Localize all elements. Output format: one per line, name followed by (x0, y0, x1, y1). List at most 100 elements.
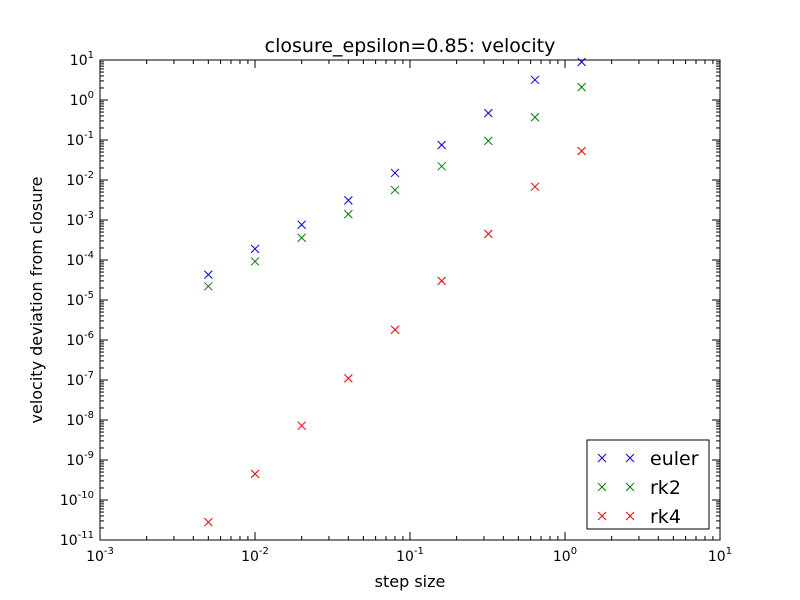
y-tick-label: 10-4 (66, 250, 94, 269)
data-point (530, 182, 540, 192)
data-point (577, 82, 586, 92)
marker-stroke (530, 112, 540, 122)
data-point (483, 108, 493, 118)
marker-stroke (343, 209, 353, 219)
series-euler (203, 57, 586, 280)
data-point (483, 136, 493, 146)
y-tick-label: 101 (70, 50, 94, 69)
data-point (483, 229, 493, 239)
legend-label: rk4 (650, 506, 681, 528)
data-point (203, 517, 213, 527)
marker-stroke (577, 146, 586, 156)
marker-stroke (390, 185, 400, 195)
x-tick-label: 10-3 (86, 546, 114, 565)
series-rk2 (203, 82, 586, 291)
legend-entry-euler: euler (597, 448, 699, 470)
marker-stroke (483, 229, 493, 239)
legend-marker (597, 482, 607, 492)
marker-stroke (203, 270, 213, 280)
marker-stroke (250, 257, 260, 266)
plot-frame (99, 59, 721, 541)
axis-ticks: 10-3 10-2 10-1 100 101 10-11 10-10 10-9 10-8 10-7… (60, 50, 732, 565)
marker-stroke (390, 325, 400, 335)
marker-stroke (483, 108, 493, 118)
marker-stroke (250, 244, 260, 254)
marker-stroke (437, 140, 446, 150)
marker-stroke (343, 373, 353, 383)
y-axis-label: velocity deviation from closure (27, 177, 46, 424)
legend-marker (625, 511, 635, 521)
marker-stroke (297, 421, 307, 431)
marker-stroke (437, 276, 446, 286)
data-marks (203, 57, 586, 527)
legend-box (586, 439, 710, 530)
data-point (343, 373, 353, 383)
data-point (250, 244, 260, 254)
legend: euler rk2 rk4 (586, 439, 710, 530)
marker-stroke (203, 517, 213, 527)
y-tick-label: 10-8 (66, 410, 94, 429)
y-tick-label: 10-5 (66, 290, 94, 309)
y-tick-label: 10-6 (66, 330, 94, 349)
marker-stroke (577, 57, 586, 67)
data-point (437, 161, 446, 171)
y-tick-label: 10-11 (60, 530, 94, 549)
y-tick-label: 10-10 (60, 490, 94, 509)
marker-stroke (483, 136, 493, 146)
legend-entry-rk4: rk4 (597, 506, 681, 528)
data-point (437, 276, 446, 286)
marker-stroke (625, 453, 635, 463)
marker-stroke (625, 482, 635, 492)
y-tick-label: 10-1 (66, 130, 94, 149)
data-point (530, 75, 540, 85)
y-tick-label: 10-3 (66, 210, 94, 229)
marker-stroke (577, 82, 586, 92)
marker-stroke (250, 469, 260, 479)
series-rk4 (203, 146, 586, 527)
marker-stroke (297, 233, 307, 243)
x-axis-label: step size (375, 572, 446, 591)
y-tick-label: 10-9 (66, 450, 94, 469)
data-point (343, 209, 353, 219)
data-point (437, 140, 446, 150)
data-point (203, 270, 213, 280)
marker-stroke (343, 195, 353, 205)
data-point (297, 421, 307, 431)
marker-stroke (203, 281, 213, 291)
data-point (250, 257, 260, 266)
legend-marker (625, 453, 635, 463)
marker-stroke (530, 75, 540, 85)
legend-marker (625, 482, 635, 492)
data-point (390, 168, 400, 178)
chart-title: closure_epsilon=0.85: velocity (265, 35, 556, 57)
legend-marker (597, 453, 607, 463)
data-point (297, 220, 307, 230)
data-point (250, 469, 260, 479)
data-point (577, 146, 586, 156)
legend-label: euler (650, 448, 699, 470)
marker-stroke (597, 511, 607, 521)
data-point (577, 57, 586, 67)
legend-entry-rk2: rk2 (597, 477, 681, 499)
data-point (343, 195, 353, 205)
marker-stroke (625, 511, 635, 521)
y-tick-label: 10-2 (66, 170, 94, 189)
marker-stroke (297, 220, 307, 230)
data-point (390, 185, 400, 195)
marker-stroke (597, 482, 607, 492)
marker-stroke (530, 182, 540, 192)
legend-label: rk2 (650, 477, 681, 499)
y-tick-label: 100 (70, 90, 94, 109)
x-tick-label: 100 (553, 546, 577, 565)
legend-marker (597, 511, 607, 521)
marker-stroke (390, 168, 400, 178)
marker-stroke (437, 161, 446, 171)
data-point (390, 325, 400, 335)
data-point (530, 112, 540, 122)
x-tick-label: 10-1 (396, 546, 424, 565)
x-tick-label: 101 (708, 546, 732, 565)
y-tick-label: 10-7 (66, 370, 94, 389)
data-point (297, 233, 307, 243)
data-point (203, 281, 213, 291)
